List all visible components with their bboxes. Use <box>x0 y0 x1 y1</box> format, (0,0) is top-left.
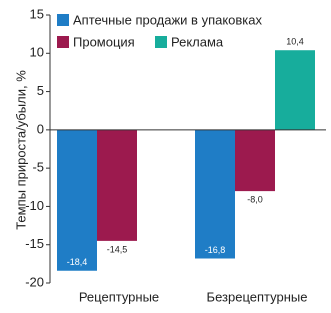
value-label: 10,4 <box>286 37 304 47</box>
x-tick-label: Безрецептурные <box>207 289 308 304</box>
bar <box>235 129 275 192</box>
legend-label: Аптечные продажи в упаковках <box>73 12 263 27</box>
y-tick-label: -20 <box>25 274 44 289</box>
legend-swatch <box>57 36 69 48</box>
y-tick-label: -5 <box>32 160 44 175</box>
legend-label: Реклама <box>171 34 224 49</box>
bar <box>275 50 315 130</box>
legend-label: Промоция <box>73 34 135 49</box>
y-tick-label: 10 <box>30 45 44 60</box>
value-label: -8,0 <box>247 194 263 204</box>
y-tick-label: 5 <box>37 83 44 98</box>
x-tick-label: Рецептурные <box>79 289 159 304</box>
bar <box>57 129 97 271</box>
y-tick-label: 0 <box>37 121 44 136</box>
legend-swatch <box>57 14 69 26</box>
value-label: -16,8 <box>205 245 226 255</box>
y-axis-label: Темпы прироста/убыли, % <box>13 70 28 230</box>
y-tick-label: 15 <box>30 6 44 21</box>
y-tick-label: -15 <box>25 236 44 251</box>
bar <box>195 129 235 259</box>
value-label: -14,5 <box>107 244 128 254</box>
y-tick-label: -10 <box>25 198 44 213</box>
value-label: -18,4 <box>67 257 88 267</box>
bar <box>97 129 137 241</box>
legend-swatch <box>155 36 167 48</box>
